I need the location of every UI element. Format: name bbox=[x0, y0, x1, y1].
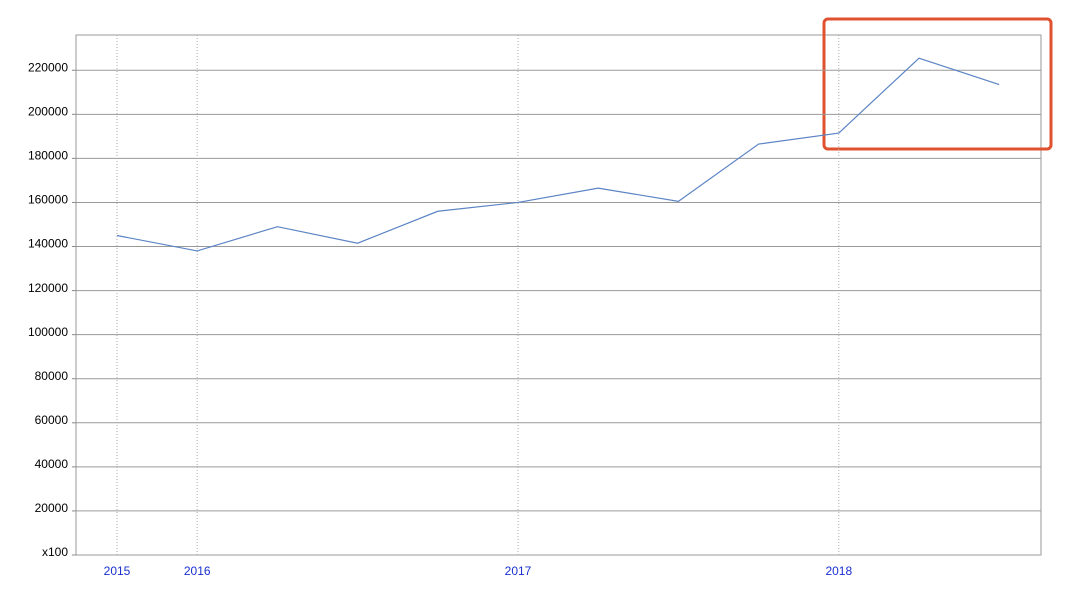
y-tick-label: 200000 bbox=[28, 104, 68, 118]
highlight-box bbox=[822, 17, 1053, 151]
y-tick-label: 60000 bbox=[35, 413, 69, 427]
x-tick-label: 2016 bbox=[184, 564, 211, 578]
y-tick-label: 120000 bbox=[28, 281, 68, 295]
x-tick-label: 2017 bbox=[505, 564, 532, 578]
y-tick-label: 180000 bbox=[28, 149, 68, 163]
y-tick-label: x100 bbox=[42, 545, 68, 559]
y-tick-label: 140000 bbox=[28, 237, 68, 251]
y-tick-label: 20000 bbox=[35, 501, 69, 515]
y-tick-label: 220000 bbox=[28, 60, 68, 74]
y-tick-label: 40000 bbox=[35, 457, 69, 471]
x-tick-label: 2018 bbox=[825, 564, 852, 578]
x-tick-label: 2015 bbox=[104, 564, 131, 578]
plot-frame bbox=[75, 34, 1042, 556]
y-tick-label: 80000 bbox=[35, 369, 69, 383]
line bbox=[116, 57, 1000, 252]
y-tick-label: 100000 bbox=[28, 325, 68, 339]
y-tick-label: 160000 bbox=[28, 193, 68, 207]
